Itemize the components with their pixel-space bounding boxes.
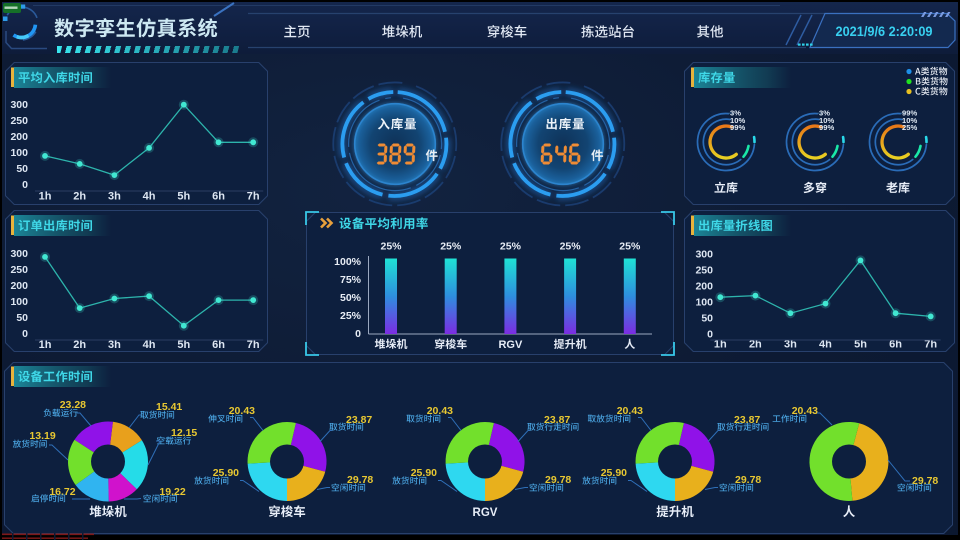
svg-text:25%: 25%	[380, 241, 402, 253]
svg-text:RGV: RGV	[473, 507, 498, 519]
svg-text:25%: 25%	[440, 241, 462, 253]
svg-text:300: 300	[10, 248, 28, 260]
svg-text:50: 50	[16, 163, 28, 175]
svg-text:300: 300	[695, 249, 713, 261]
svg-text:0: 0	[22, 179, 28, 191]
svg-text:5h: 5h	[177, 339, 190, 351]
svg-text:3h: 3h	[108, 339, 121, 351]
svg-text:250: 250	[695, 265, 713, 277]
svg-text:23.87: 23.87	[346, 414, 372, 426]
svg-text:25%: 25%	[560, 241, 582, 253]
svg-text:29.78: 29.78	[545, 474, 571, 486]
svg-text:7h: 7h	[247, 191, 260, 203]
svg-text:25%: 25%	[902, 123, 917, 132]
svg-text:2h: 2h	[749, 339, 762, 351]
svg-text:20.43: 20.43	[427, 405, 453, 417]
svg-text:5h: 5h	[177, 191, 190, 203]
svg-text:RGV: RGV	[498, 339, 523, 351]
svg-text:3%: 3%	[819, 109, 830, 118]
svg-text:6h: 6h	[889, 339, 902, 351]
svg-text:23.28: 23.28	[60, 399, 86, 411]
svg-text:100: 100	[10, 296, 28, 308]
svg-text:7h: 7h	[247, 339, 260, 351]
svg-text:99%: 99%	[819, 123, 834, 132]
svg-text:0: 0	[355, 328, 361, 340]
svg-text:10%: 10%	[730, 116, 745, 125]
svg-text:75%: 75%	[340, 274, 362, 286]
svg-text:19.22: 19.22	[159, 486, 185, 498]
svg-text:50%: 50%	[340, 292, 362, 304]
svg-text:29.78: 29.78	[912, 475, 938, 487]
svg-text:100%: 100%	[334, 256, 362, 268]
svg-text:7h: 7h	[924, 339, 937, 351]
svg-text:20.43: 20.43	[229, 405, 255, 417]
svg-text:29.78: 29.78	[347, 474, 373, 486]
svg-text:10%: 10%	[819, 116, 834, 125]
svg-text:25.90: 25.90	[601, 467, 627, 479]
svg-text:23.87: 23.87	[734, 414, 760, 426]
svg-text:1h: 1h	[39, 339, 52, 351]
svg-text:2021/9/6 2:20:09: 2021/9/6 2:20:09	[836, 24, 933, 39]
svg-text:20.43: 20.43	[617, 405, 643, 417]
svg-text:99%: 99%	[902, 109, 917, 118]
svg-text:3h: 3h	[108, 191, 121, 203]
svg-text:10%: 10%	[902, 116, 917, 125]
svg-text:4h: 4h	[143, 191, 156, 203]
svg-text:6h: 6h	[212, 191, 225, 203]
svg-text:25.90: 25.90	[411, 467, 437, 479]
svg-text:25%: 25%	[619, 241, 641, 253]
svg-text:20.43: 20.43	[792, 405, 818, 417]
svg-text:250: 250	[10, 264, 28, 276]
svg-text:99%: 99%	[730, 123, 745, 132]
svg-text:200: 200	[695, 281, 713, 293]
svg-text:16.72: 16.72	[49, 486, 75, 498]
svg-text:300: 300	[10, 99, 28, 111]
svg-text:25%: 25%	[500, 241, 522, 253]
svg-text:50: 50	[16, 312, 28, 324]
svg-text:29.78: 29.78	[735, 474, 761, 486]
svg-text:15.41: 15.41	[156, 401, 182, 413]
svg-text:3h: 3h	[784, 339, 797, 351]
svg-text:100: 100	[10, 147, 28, 159]
svg-text:6h: 6h	[212, 339, 225, 351]
svg-text:5h: 5h	[854, 339, 867, 351]
svg-text:0: 0	[22, 328, 28, 340]
svg-text:0: 0	[707, 329, 713, 341]
svg-text:100: 100	[695, 297, 713, 309]
svg-text:2h: 2h	[73, 191, 86, 203]
svg-text:4h: 4h	[819, 339, 832, 351]
svg-text:1h: 1h	[714, 339, 727, 351]
svg-text:3%: 3%	[730, 109, 741, 118]
svg-text:23.87: 23.87	[544, 414, 570, 426]
svg-text:200: 200	[10, 280, 28, 292]
svg-text:50: 50	[701, 313, 713, 325]
svg-text:1h: 1h	[39, 191, 52, 203]
svg-text:2h: 2h	[73, 339, 86, 351]
svg-text:200: 200	[10, 131, 28, 143]
svg-text:4h: 4h	[143, 339, 156, 351]
svg-text:12.15: 12.15	[171, 427, 197, 439]
svg-text:25%: 25%	[340, 310, 362, 322]
svg-text:13.19: 13.19	[29, 430, 55, 442]
svg-text:25.90: 25.90	[213, 467, 239, 479]
svg-text:250: 250	[10, 115, 28, 127]
